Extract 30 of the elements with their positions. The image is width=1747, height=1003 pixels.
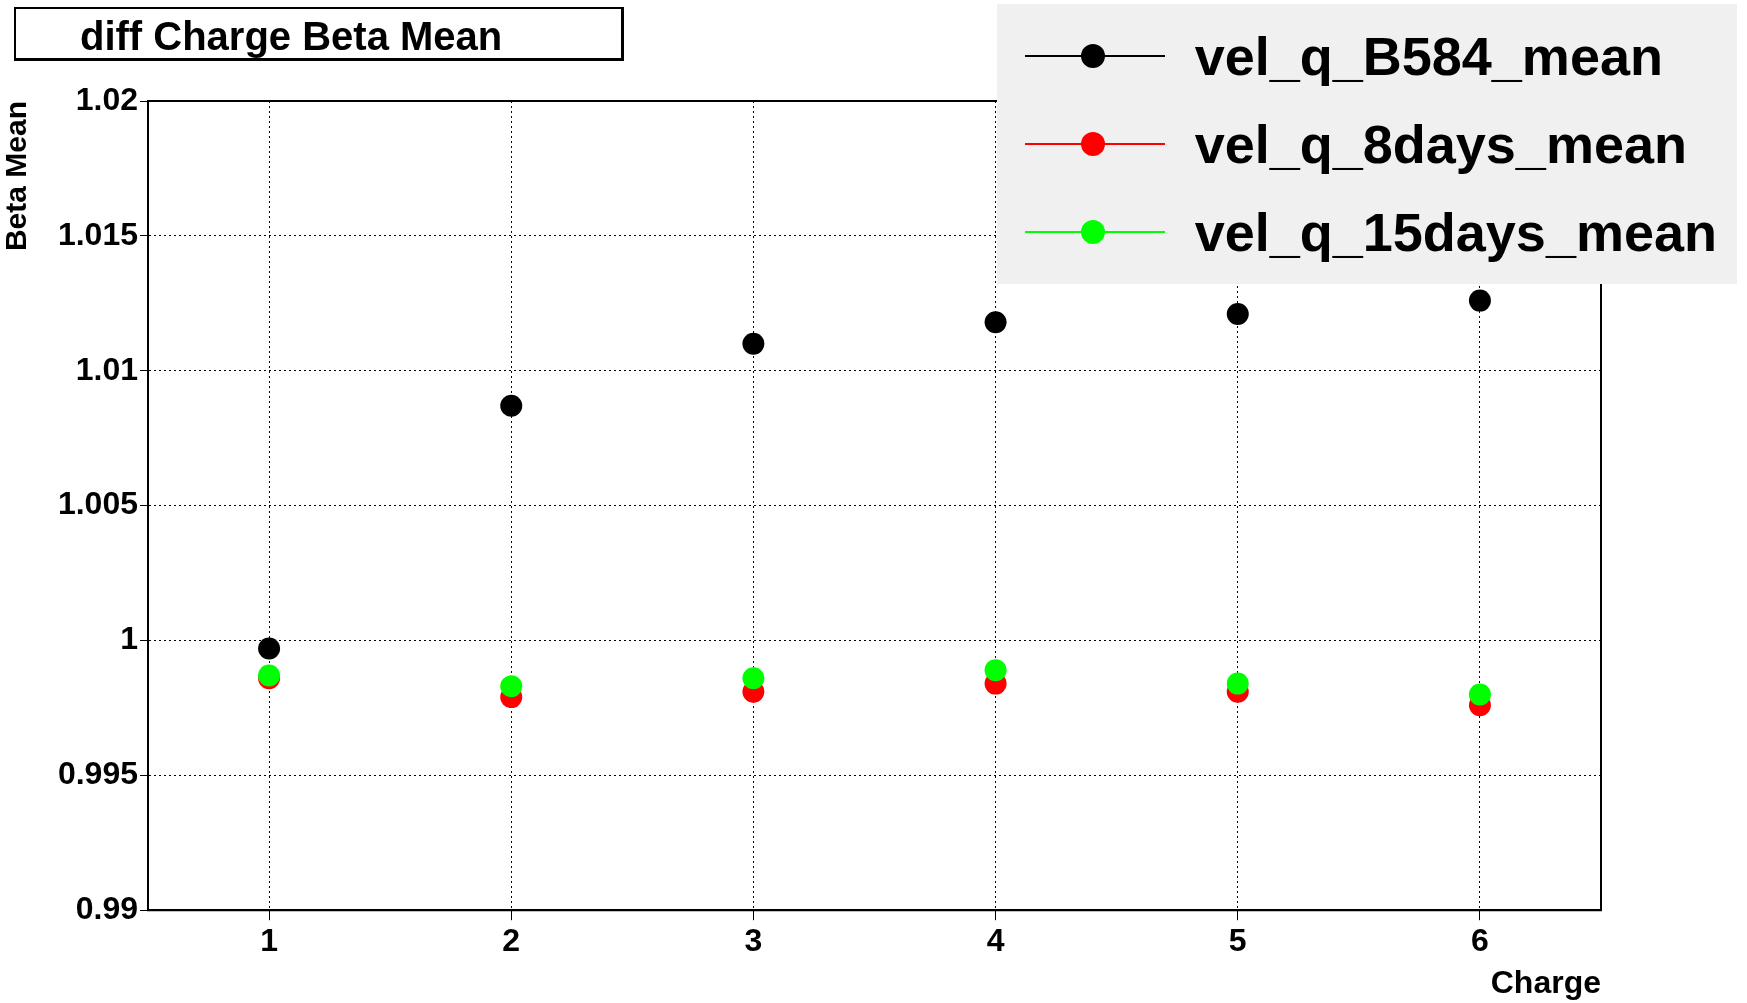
x-tick-label: 5 (1228, 922, 1247, 959)
x-tick-label: 4 (986, 922, 1005, 959)
y-tick-label: 1 (120, 620, 138, 657)
point (500, 394, 523, 417)
legend-label: vel_q_B584_mean (1194, 25, 1663, 87)
x-tick-label: 3 (744, 922, 763, 959)
legend-label: vel_q_15days_mean (1194, 201, 1717, 263)
y-tick-label: 1.005 (57, 485, 138, 522)
y-tick-label: 0.995 (57, 755, 138, 792)
y-tick-label: 0.99 (75, 890, 138, 927)
point (1468, 289, 1491, 312)
x-tick-label: 2 (502, 922, 521, 959)
chart-title: diff Charge Beta Mean (14, 7, 624, 61)
point (1226, 672, 1249, 695)
point (258, 637, 281, 660)
x-tick-label: 6 (1471, 922, 1489, 959)
y-tick-label: 1.02 (75, 80, 138, 117)
point (1226, 303, 1249, 326)
y-tick-label: 1.01 (75, 350, 138, 387)
y-axis-title: Beta Mean (0, 101, 33, 252)
point (742, 667, 765, 690)
point (1468, 683, 1491, 706)
x-axis-title: Charge (1490, 963, 1601, 1000)
point (500, 675, 523, 698)
point (984, 311, 1007, 334)
legend-label: vel_q_8days_mean (1194, 113, 1687, 175)
point (742, 332, 765, 355)
x-tick-label: 1 (260, 922, 278, 959)
point (984, 659, 1007, 682)
y-tick-label: 1.015 (57, 215, 138, 252)
